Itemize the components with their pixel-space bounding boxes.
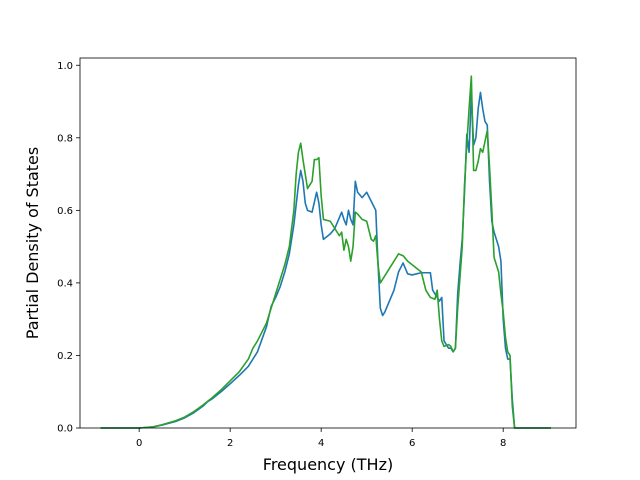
plot-frame (79, 57, 577, 429)
y-tick-label: 1.0 (57, 61, 73, 72)
x-tick-label: 4 (318, 438, 324, 449)
x-axis: 0 2 4 6 8 (136, 428, 506, 449)
y-tick-label: 0.6 (57, 206, 73, 217)
x-tick-label: 0 (136, 438, 142, 449)
x-tick-label: 8 (500, 438, 506, 449)
x-tick-label: 2 (227, 438, 233, 449)
y-tick-label: 0.2 (57, 351, 73, 362)
y-tick-label: 0.0 (57, 424, 73, 435)
y-tick-label: 0.8 (57, 133, 73, 144)
x-tick-label: 6 (409, 438, 415, 449)
y-axis-label: Partial Density of States (23, 147, 42, 339)
y-tick-label: 0.4 (57, 278, 73, 289)
y-axis: 0.0 0.2 0.4 0.6 0.8 1.0 (57, 61, 80, 435)
series-line-2 (100, 75, 551, 429)
x-axis-label: Frequency (THz) (263, 455, 393, 474)
plot-lines (100, 75, 551, 429)
